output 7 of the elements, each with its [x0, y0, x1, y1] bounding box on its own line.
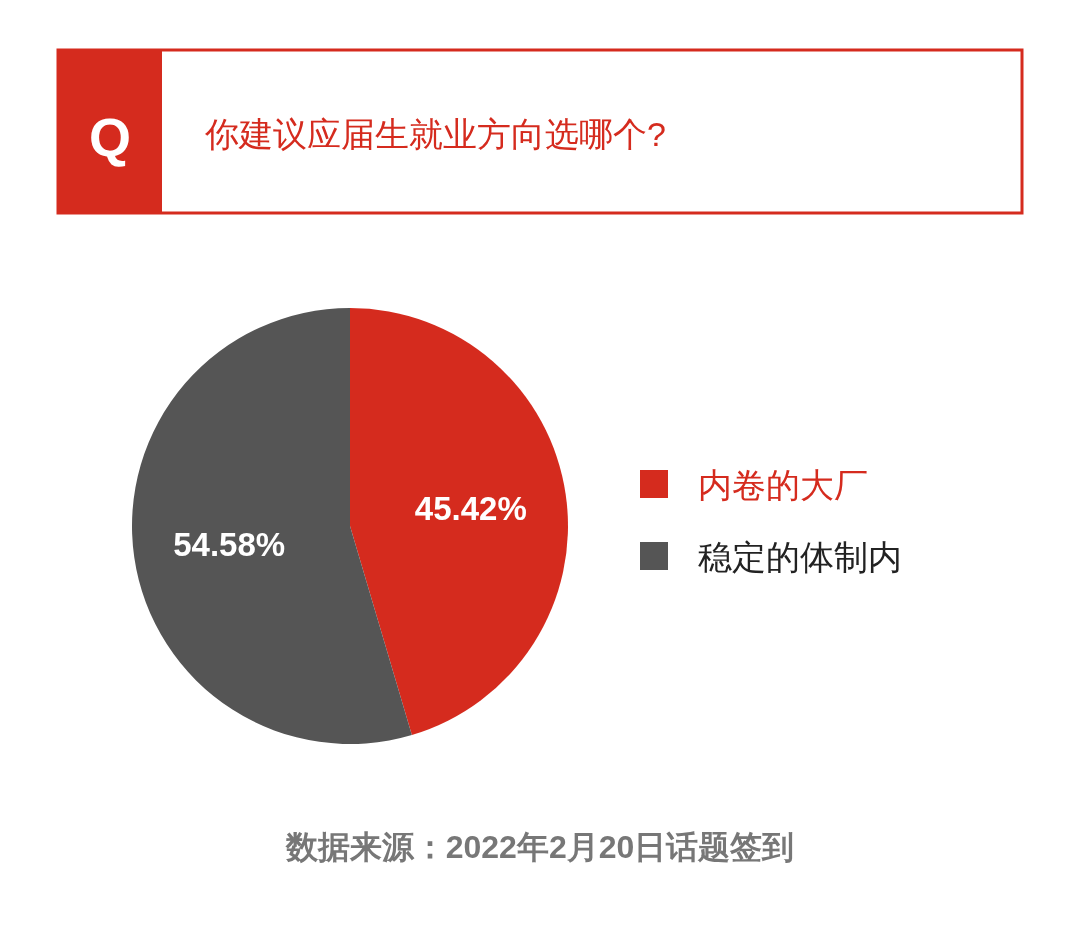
legend-label: 稳定的体制内 [698, 538, 902, 576]
chart-title: 你建议应届生就业方向选哪个? [204, 115, 666, 153]
legend-label: 内卷的大厂 [698, 466, 868, 504]
text: Q [88, 107, 132, 167]
source-note: 数据来源：2022年2月20日话题签到 [284, 829, 795, 865]
data-label: 54.58% [173, 525, 286, 563]
data-label: 45.42% [414, 490, 527, 528]
